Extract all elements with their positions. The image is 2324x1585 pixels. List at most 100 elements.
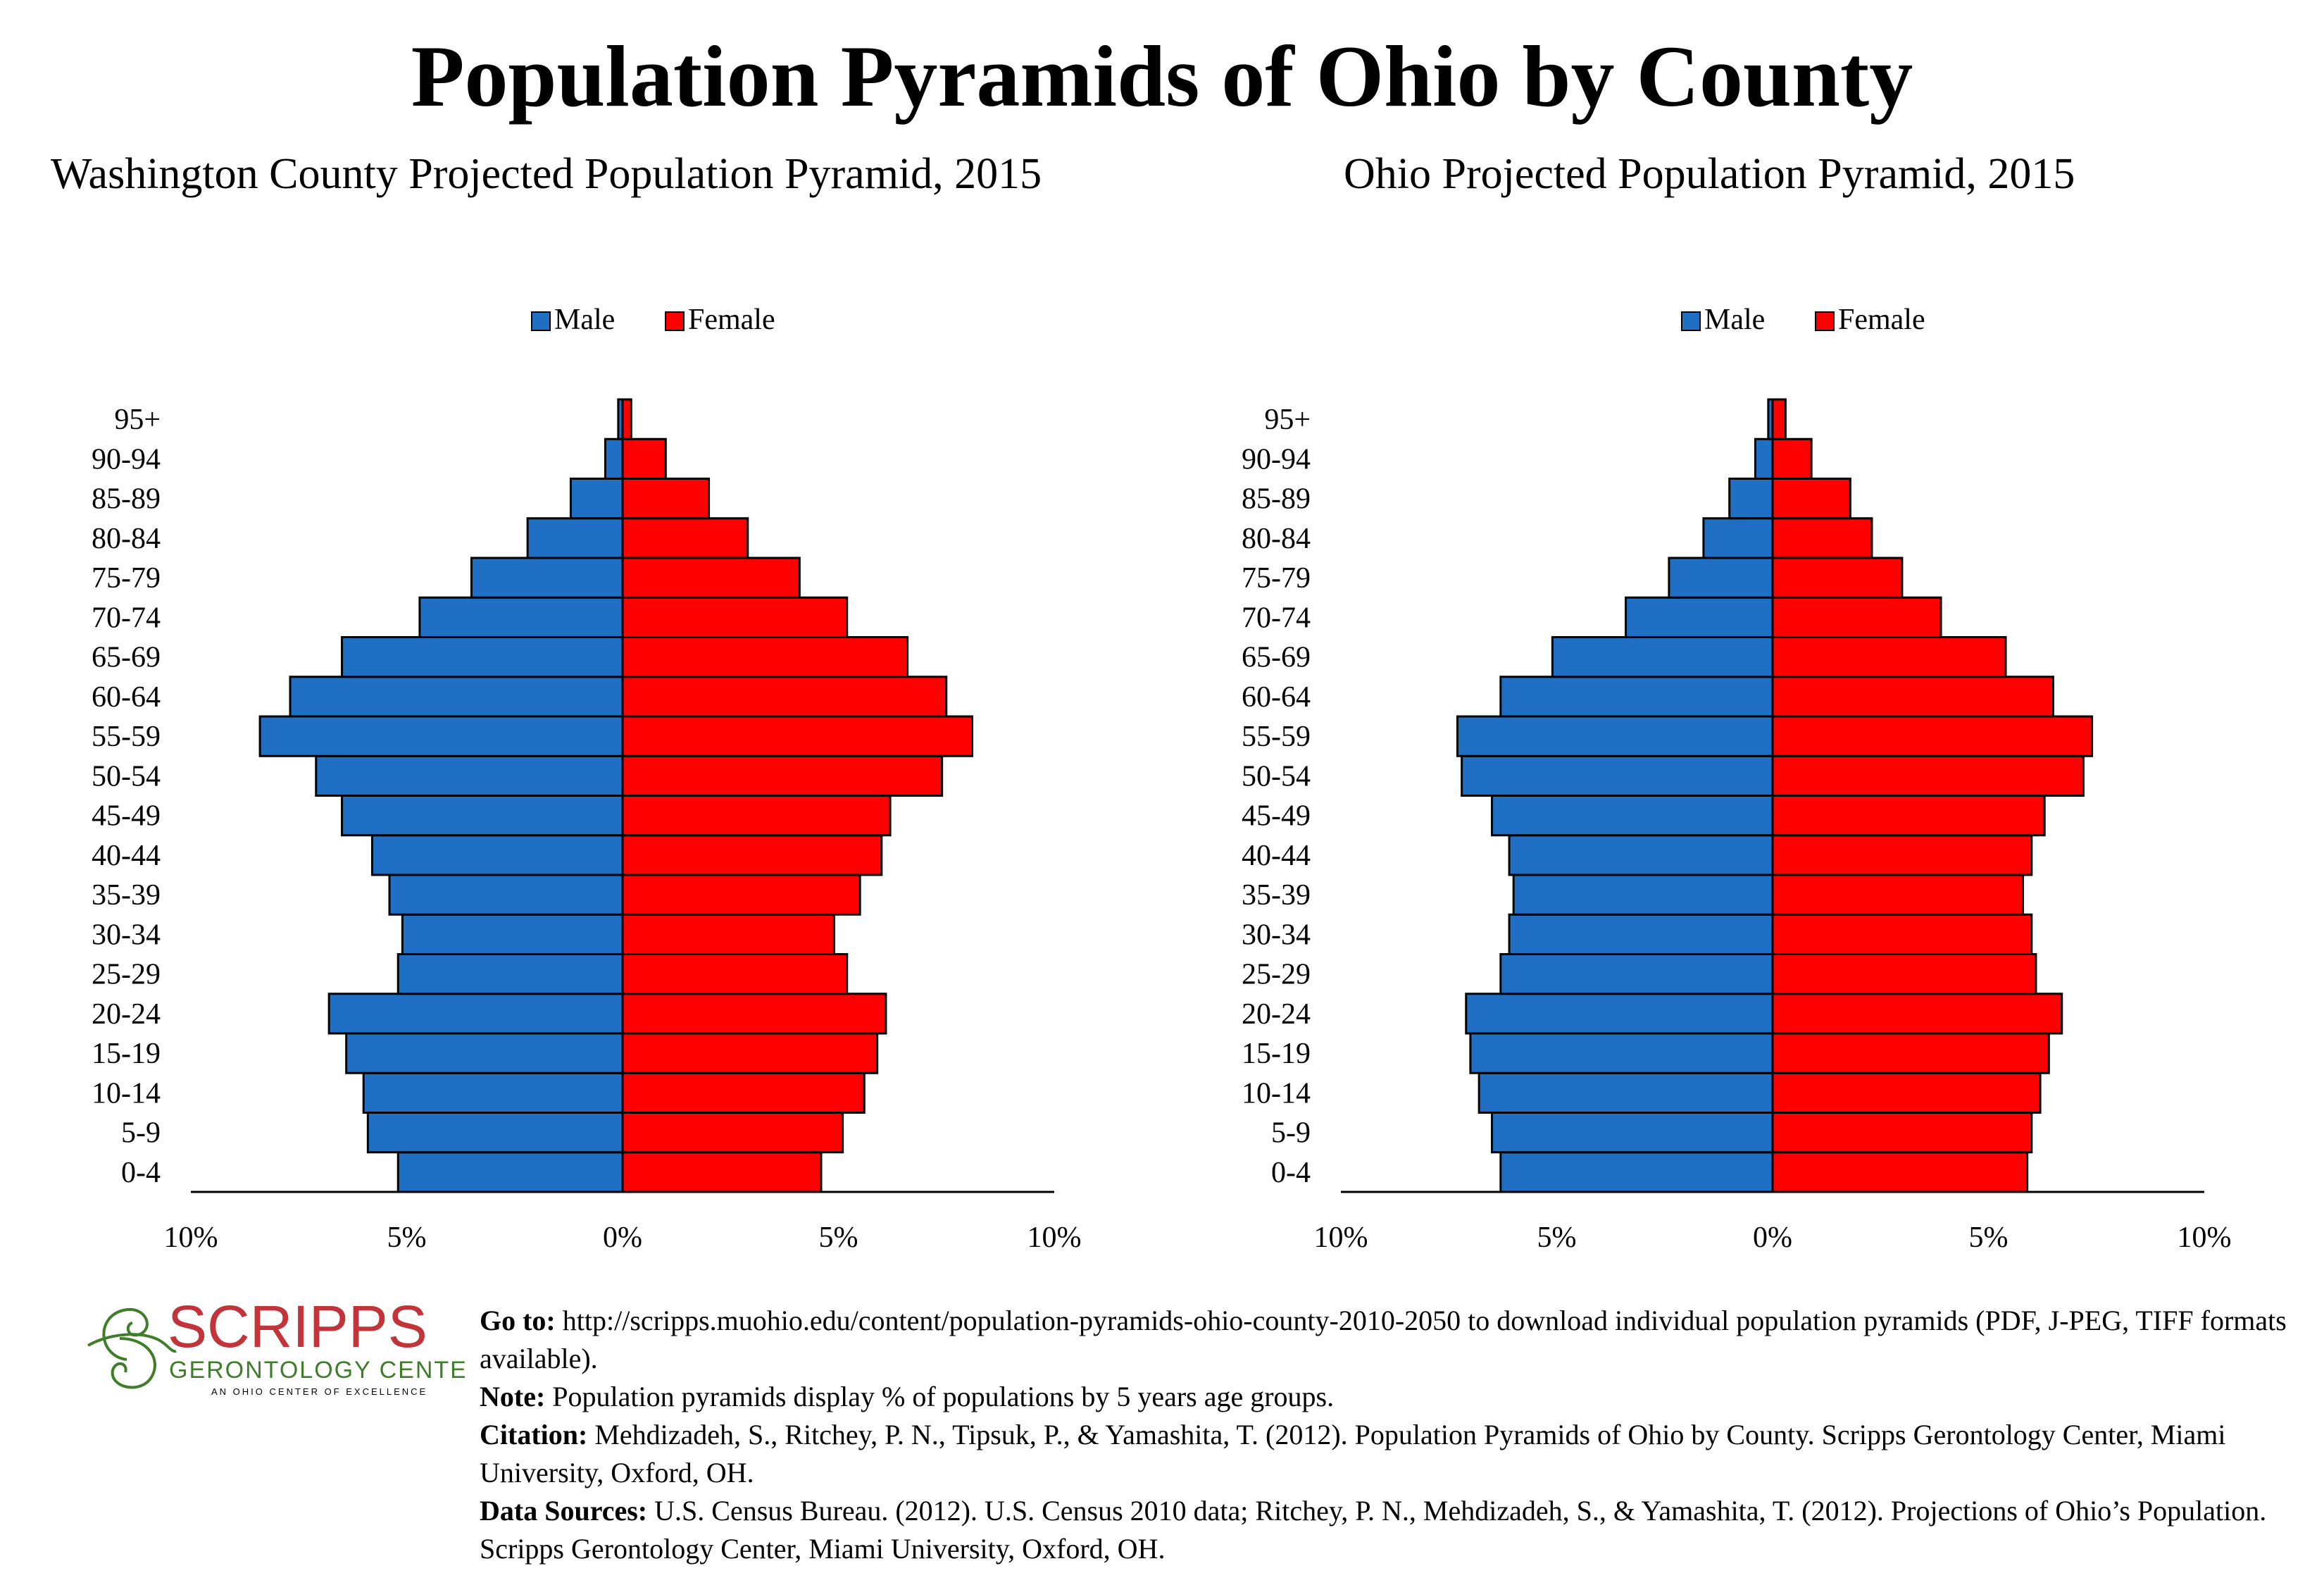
age-label: 85-89 (92, 483, 161, 516)
note-text: U.S. Census Bureau. (2012). U.S. Census … (480, 1495, 2267, 1565)
bar-female-15-19 (1771, 1032, 2050, 1074)
age-label: 65-69 (92, 642, 161, 674)
bar-female-75-79 (621, 557, 801, 599)
age-label: 35-39 (1242, 879, 1311, 912)
svg-text:AN OHIO CENTER OF EXCELLENCE: AN OHIO CENTER OF EXCELLENCE (211, 1386, 427, 1397)
age-label: 25-29 (1242, 959, 1311, 991)
bar-male-60-64 (289, 676, 624, 718)
legend-label-male: Male (1704, 304, 1765, 336)
note-label: Go to: (480, 1305, 556, 1336)
bar-female-85-89 (621, 478, 711, 520)
legend-swatch-female (665, 311, 685, 331)
svg-text:SCRIPPS: SCRIPPS (168, 1293, 427, 1360)
age-label: 75-79 (92, 562, 161, 595)
bar-female-95+ (1771, 398, 1787, 440)
age-label: 65-69 (1242, 642, 1311, 674)
pyramid-chart-ohio: Male Female 0-4 5-9 10-14 15-19 20-24 25-29 30-3… (1242, 304, 2232, 1254)
bar-female-70-74 (1771, 596, 1942, 638)
bar-female-40-44 (1771, 834, 2033, 876)
x-tick-label: 10% (2178, 1222, 2232, 1254)
x-tick-label: 10% (1027, 1222, 1082, 1254)
age-label: 40-44 (1242, 840, 1311, 872)
bar-male-20-24 (327, 993, 624, 1035)
scripps-swirl-icon (87, 1307, 177, 1389)
bar-male-50-54 (1461, 754, 1774, 797)
bar-male-25-29 (1499, 953, 1774, 995)
age-label: 40-44 (92, 840, 161, 872)
bar-male-60-64 (1499, 676, 1774, 718)
bar-female-80-84 (1771, 517, 1873, 559)
x-tick-label: 5% (819, 1222, 858, 1254)
bar-female-65-69 (1771, 636, 2007, 678)
age-label: 10-14 (1242, 1077, 1311, 1110)
bar-female-60-64 (1771, 676, 2054, 718)
bar-female-90-94 (1771, 437, 1813, 480)
notes-block: Go to: http://scripps.muohio.edu/content… (480, 1302, 2311, 1568)
note-label: Citation: (480, 1419, 588, 1450)
pyramid-chart-washington: Male Female 0-4 5-9 10-14 15-19 20-24 25-29 30-3… (92, 304, 1082, 1254)
x-tick-label: 0% (603, 1222, 642, 1254)
bar-male-50-54 (315, 754, 624, 797)
age-label: 50-54 (1242, 760, 1311, 792)
age-label: 70-74 (92, 602, 161, 634)
legend-swatch-female (1815, 311, 1835, 331)
bar-female-5-9 (621, 1112, 844, 1154)
legend-label-female: Female (688, 304, 775, 336)
age-label: 60-64 (1242, 681, 1311, 714)
bar-female-55-59 (1771, 715, 2094, 757)
scripps-logo: SCRIPPS GERONTOLOGY CENTER AN OHIO CENTE… (87, 1293, 465, 1397)
age-label: 70-74 (1242, 602, 1311, 634)
note-label: Note: (480, 1381, 546, 1412)
bar-female-80-84 (621, 517, 749, 559)
bar-male-10-14 (1478, 1071, 1774, 1114)
bar-male-90-94 (1754, 437, 1774, 480)
bar-female-60-64 (621, 676, 948, 718)
age-label: 75-79 (1242, 562, 1311, 595)
age-label: 90-94 (92, 443, 161, 476)
bar-male-75-79 (470, 557, 624, 599)
bar-male-45-49 (1491, 795, 1774, 837)
age-label: 45-49 (92, 800, 161, 833)
age-label: 85-89 (1242, 483, 1311, 516)
age-label: 5-9 (121, 1117, 161, 1150)
age-label: 15-19 (92, 1038, 161, 1070)
bar-female-90-94 (621, 437, 667, 480)
bar-male-55-59 (258, 715, 624, 757)
bar-male-85-89 (1728, 478, 1774, 520)
age-label: 60-64 (92, 681, 161, 714)
bar-female-15-19 (621, 1032, 879, 1074)
age-label: 35-39 (92, 879, 161, 912)
age-label: 20-24 (1242, 998, 1311, 1031)
age-label: 25-29 (92, 959, 161, 991)
bar-male-0-4 (396, 1151, 624, 1193)
legend-swatch-male (1681, 311, 1701, 331)
bar-male-20-24 (1465, 993, 1774, 1035)
age-label: 55-59 (92, 721, 161, 753)
x-tick-label: 5% (1969, 1222, 2008, 1254)
bar-male-45-49 (341, 795, 624, 837)
note-note: Note: Population pyramids display % of p… (480, 1378, 2311, 1416)
bar-male-35-39 (388, 874, 624, 916)
bar-female-50-54 (621, 754, 944, 797)
bar-female-0-4 (1771, 1151, 2029, 1193)
bar-male-70-74 (1625, 596, 1774, 638)
bar-male-30-34 (1508, 913, 1774, 955)
bar-female-45-49 (1771, 795, 2046, 837)
age-label: 50-54 (92, 760, 161, 792)
note-goto: Go to: http://scripps.muohio.edu/content… (480, 1302, 2311, 1378)
bar-female-10-14 (1771, 1071, 2042, 1114)
x-tick-label: 5% (387, 1222, 427, 1254)
chart-title-ohio: Ohio Projected Population Pyramid, 2015 (1344, 150, 2075, 198)
bar-female-55-59 (621, 715, 974, 757)
bar-male-5-9 (366, 1112, 624, 1154)
bar-female-30-34 (1771, 913, 2033, 955)
note-citation: Citation: Mehdizadeh, S., Ritchey, P. N.… (480, 1416, 2311, 1492)
legend-label-male: Male (554, 304, 615, 336)
age-label: 95+ (114, 404, 161, 436)
bar-female-95+ (621, 398, 632, 440)
note-text: Mehdizadeh, S., Ritchey, P. N., Tipsuk, … (480, 1419, 2226, 1488)
bar-female-85-89 (1771, 478, 1851, 520)
bar-male-85-89 (569, 478, 624, 520)
bar-male-65-69 (341, 636, 624, 678)
bar-female-45-49 (621, 795, 892, 837)
